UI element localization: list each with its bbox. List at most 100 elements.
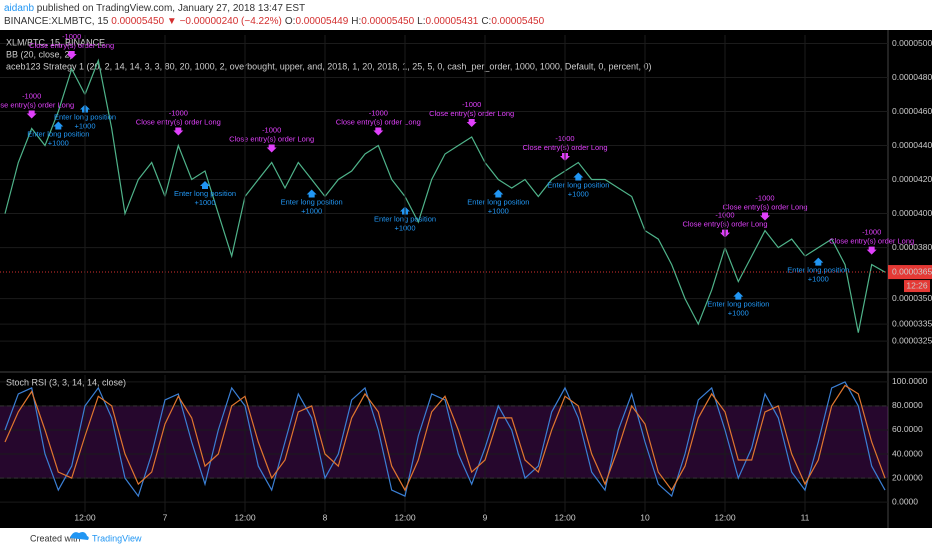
signal-arrow xyxy=(466,119,477,128)
x-tick-label: 10 xyxy=(640,512,650,522)
ohlc-value: 0.00005449 xyxy=(295,16,348,27)
footer-created: Created with xyxy=(30,533,81,543)
ohlc-value: 0.00005450 xyxy=(361,16,414,27)
signal-arrow xyxy=(573,172,584,181)
series-line xyxy=(4,384,886,492)
y-tick-label: 20.0000 xyxy=(892,472,923,482)
signal-arrow xyxy=(200,181,210,190)
countdown-tag xyxy=(904,280,930,293)
y-tick-label: 100.0000 xyxy=(892,376,928,386)
ohlc-value: 0.00005431 xyxy=(425,16,478,27)
signal-text: Enter long position xyxy=(281,198,343,207)
symbol-line: BINANCE:XLMBTC, 15 0.00005450 ▼ −0.00000… xyxy=(4,16,545,27)
signal-text: Enter long position xyxy=(174,189,236,198)
x-tick-label: 9 xyxy=(483,512,488,522)
signal-qty: -1000 xyxy=(169,109,188,118)
y-tick-label: 40.0000 xyxy=(892,448,923,458)
signal-arrow xyxy=(173,127,184,136)
signal-qty: +1000 xyxy=(488,207,509,216)
signal-arrow xyxy=(306,189,317,198)
chart-bg xyxy=(0,30,932,528)
signal-text: Close entry(s) order Long xyxy=(136,118,221,127)
last-price-label: 0.00003656 xyxy=(892,266,932,276)
x-tick-label: 12:00 xyxy=(394,512,416,522)
author[interactable]: aidanb xyxy=(4,3,34,14)
series-line xyxy=(4,58,886,333)
signal-text: Enter long position xyxy=(27,130,89,139)
signal-arrow xyxy=(53,121,64,130)
signal-text: Close entry(s) order Long xyxy=(336,118,421,127)
signal-text: Close entry(s) order Long xyxy=(229,135,314,144)
x-tick-label: 8 xyxy=(323,512,328,522)
publish-line: aidanb published on TradingView.com, Jan… xyxy=(4,3,305,14)
signal-text: Close entry(s) order Long xyxy=(429,109,514,118)
signal-text: Enter long position xyxy=(787,266,849,275)
signal-arrow xyxy=(866,246,877,255)
series-line xyxy=(4,381,886,498)
signal-qty: -1000 xyxy=(62,32,81,41)
x-tick-label: 7 xyxy=(163,512,168,522)
indicator-label: aceb123 Strategy 1 (20, 2, 14, 14, 3, 3,… xyxy=(6,61,651,71)
footer-brand[interactable]: TradingView xyxy=(92,533,142,543)
pane-title: XLM/BTC, 15, BINANCE xyxy=(6,37,105,47)
signal-arrow xyxy=(760,212,770,221)
signal-arrow xyxy=(26,110,37,119)
y-tick-label: 80.0000 xyxy=(892,400,923,410)
signal-text: Close entry(s) order Long xyxy=(722,203,807,212)
signal-qty: +1000 xyxy=(728,309,749,318)
signal-qty: -1000 xyxy=(369,109,388,118)
published: published on TradingView.com, January 27… xyxy=(34,3,305,14)
band-fill xyxy=(0,405,888,479)
signal-qty: -1000 xyxy=(862,228,881,237)
ohlc-key: L: xyxy=(417,16,425,27)
y-tick-label: 60.0000 xyxy=(892,424,923,434)
signal-qty: +1000 xyxy=(194,198,215,207)
signal-qty: +1000 xyxy=(48,139,69,148)
indicator-label: BB (20, close, 2) xyxy=(6,49,73,59)
ohlc: O:0.00005449 H:0.00005450 L:0.00005431 C:0.… xyxy=(285,16,545,27)
signal-text: Close entry(s) order Long xyxy=(829,237,914,246)
signal-text: Close entry(s) order Long xyxy=(29,41,114,50)
signal-qty: -1000 xyxy=(462,100,481,109)
signal-arrow xyxy=(373,127,384,136)
signal-text: Enter long position xyxy=(547,181,609,190)
last-price-tag xyxy=(888,265,932,280)
x-tick-label: 12:00 xyxy=(714,512,736,522)
signal-arrow xyxy=(66,51,77,60)
signal-qty: -1000 xyxy=(262,126,281,135)
signal-arrow xyxy=(813,257,824,266)
signal-arrow xyxy=(266,144,277,153)
signal-qty: +1000 xyxy=(301,207,322,216)
signal-qty: -1000 xyxy=(755,194,774,203)
x-tick-label: 12:00 xyxy=(74,512,96,522)
signal-text: Enter long position xyxy=(707,300,769,309)
signal-text: Enter long position xyxy=(467,198,529,207)
signal-arrow xyxy=(733,291,744,300)
pane-title: Stoch RSI (3, 3, 14, 14, close) xyxy=(6,377,126,387)
change: −0.00000240 (−4.22%) xyxy=(180,16,282,27)
logo xyxy=(70,532,89,540)
footer-bg xyxy=(0,528,932,550)
signal-text: Close entry(s) order Long xyxy=(0,101,74,110)
header-bg xyxy=(0,0,932,30)
down-arrow: ▼ xyxy=(164,16,179,27)
signal-qty: +1000 xyxy=(568,190,589,199)
countdown: 12:26 xyxy=(906,280,928,290)
symbol: BINANCE:XLMBTC, 15 xyxy=(4,16,109,27)
last: 0.00005450 xyxy=(111,16,164,27)
x-tick-label: 11 xyxy=(801,512,810,522)
x-tick-label: 12:00 xyxy=(554,512,576,522)
ohlc-key: C: xyxy=(481,16,491,27)
y-tick-label: 0.0000 xyxy=(892,496,918,506)
y-tick-label: 0.00003250 xyxy=(892,335,932,345)
